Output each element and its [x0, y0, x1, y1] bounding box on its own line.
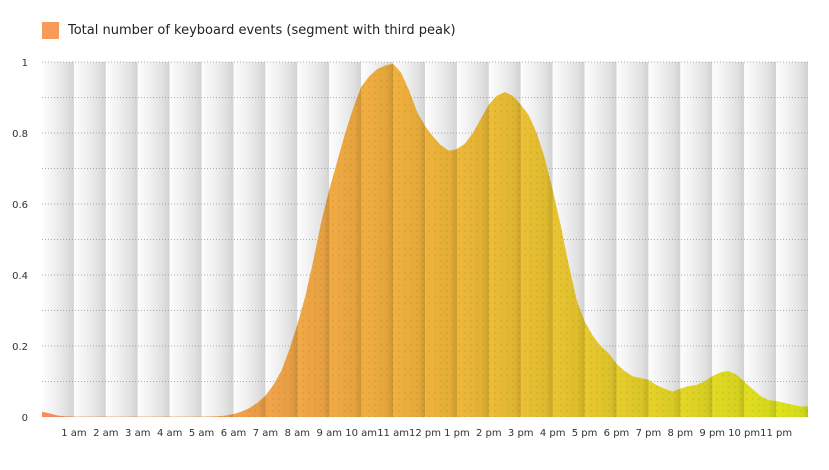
x-tick-label: 5 pm: [572, 428, 598, 439]
x-tick-label: 3 pm: [508, 428, 534, 439]
x-tick-label: 8 am: [285, 428, 310, 439]
x-tick-label: 11 pm: [760, 428, 792, 439]
x-tick-label: 1 am: [61, 428, 86, 439]
x-tick-label: 9 am: [317, 428, 342, 439]
legend-label: Total number of keyboard events (segment…: [68, 23, 456, 38]
x-tick-label: 10 pm: [728, 428, 760, 439]
x-tick-label: 8 pm: [668, 428, 694, 439]
x-tick-label: 2 am: [93, 428, 118, 439]
y-tick-label: 0: [22, 413, 28, 424]
grid-band: [744, 62, 777, 417]
x-tick-label: 3 am: [125, 428, 150, 439]
x-tick-label: 9 pm: [699, 428, 725, 439]
x-tick-label: 12 pm: [409, 428, 441, 439]
x-tick-label: 6 pm: [604, 428, 630, 439]
y-tick-label: 1: [22, 58, 28, 69]
x-tick-label: 10 am: [345, 428, 377, 439]
y-tick-label: 0.2: [12, 342, 28, 353]
legend[interactable]: Total number of keyboard events (segment…: [42, 22, 456, 39]
x-tick-label: 7 pm: [636, 428, 662, 439]
legend-swatch: [42, 22, 59, 39]
x-tick-label: 4 pm: [540, 428, 566, 439]
y-tick-label: 0.8: [12, 129, 28, 140]
y-tick-label: 0.6: [12, 200, 28, 211]
x-tick-label: 5 am: [189, 428, 214, 439]
x-tick-label: 11 am: [377, 428, 409, 439]
x-tick-label: 6 am: [221, 428, 246, 439]
y-tick-label: 0.4: [12, 271, 28, 282]
grid-band: [73, 62, 106, 417]
x-tick-label: 4 am: [157, 428, 182, 439]
x-tick-label: 1 pm: [444, 428, 470, 439]
x-tick-label: 7 am: [253, 428, 278, 439]
x-tick-label: 2 pm: [476, 428, 502, 439]
